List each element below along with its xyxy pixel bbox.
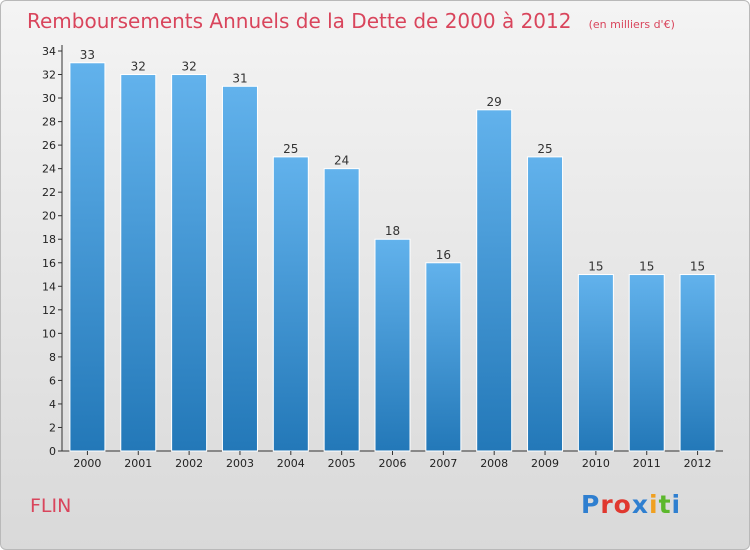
bar	[425, 262, 462, 452]
logo-letter: r	[600, 490, 614, 519]
x-tick-label: 2007	[429, 457, 457, 470]
logo-letter: o	[613, 490, 632, 519]
bar-value-label: 18	[385, 224, 400, 238]
x-tick-label: 2001	[124, 457, 152, 470]
bar-value-label: 25	[283, 142, 298, 156]
y-tick-label: 20	[42, 210, 56, 223]
x-tick-label: 2005	[328, 457, 356, 470]
city-name: FLIN	[30, 495, 72, 517]
chart-subtitle: (en milliers d'€)	[588, 18, 675, 31]
y-tick-label: 6	[49, 374, 56, 387]
bar	[577, 274, 614, 452]
x-tick-label: 2012	[684, 457, 712, 470]
title-row: Remboursements Annuels de la Dette de 20…	[27, 9, 675, 33]
logo-letter: t	[658, 490, 672, 519]
bar	[679, 274, 716, 452]
x-tick-label: 2004	[277, 457, 305, 470]
bar-value-label: 15	[588, 260, 603, 274]
y-tick-label: 0	[49, 445, 56, 458]
y-tick-label: 28	[42, 116, 56, 129]
bar-value-label: 16	[436, 248, 451, 262]
x-tick-label: 2002	[175, 457, 203, 470]
y-tick-label: 10	[42, 327, 56, 340]
x-tick-label: 2003	[226, 457, 254, 470]
bar	[374, 238, 411, 452]
bar	[120, 74, 157, 452]
y-tick-label: 14	[42, 280, 56, 293]
logo-letter: i	[649, 490, 659, 519]
y-tick-label: 16	[42, 257, 56, 270]
bar	[323, 168, 360, 452]
y-tick-label: 12	[42, 304, 56, 317]
bar-value-label: 25	[537, 142, 552, 156]
bar-value-label: 24	[334, 154, 349, 168]
y-tick-label: 8	[49, 351, 56, 364]
bar	[69, 62, 106, 452]
y-tick-label: 32	[42, 69, 56, 82]
y-tick-label: 22	[42, 186, 56, 199]
bar	[272, 156, 309, 452]
bar	[171, 74, 208, 452]
logo-letter: x	[631, 490, 649, 519]
y-tick-label: 2	[49, 421, 56, 434]
y-tick-label: 34	[42, 45, 56, 58]
bar	[527, 156, 564, 452]
y-tick-label: 18	[42, 233, 56, 246]
bar	[476, 109, 513, 452]
bar-value-label: 32	[181, 60, 196, 74]
bar-value-label: 31	[232, 71, 247, 85]
bar	[628, 274, 665, 452]
x-tick-label: 2011	[633, 457, 661, 470]
chart-title: Remboursements Annuels de la Dette de 20…	[27, 9, 572, 33]
y-tick-label: 24	[42, 163, 56, 176]
logo-letter: i	[671, 490, 682, 519]
y-tick-label: 4	[49, 398, 56, 411]
x-tick-label: 2010	[582, 457, 610, 470]
y-tick-label: 30	[42, 92, 56, 105]
x-tick-label: 2009	[531, 457, 559, 470]
bar-value-label: 15	[690, 260, 705, 274]
bar	[221, 85, 258, 452]
proxiti-logo[interactable]: Proxiti	[581, 490, 681, 519]
x-tick-label: 2006	[379, 457, 407, 470]
y-tick-label: 26	[42, 139, 56, 152]
x-tick-label: 2008	[480, 457, 508, 470]
bar-value-label: 29	[487, 95, 502, 109]
logo-letter: P	[581, 490, 601, 519]
bar-value-label: 15	[639, 260, 654, 274]
bar-value-label: 33	[80, 48, 95, 62]
bar-value-label: 32	[131, 60, 146, 74]
x-tick-label: 2000	[73, 457, 101, 470]
